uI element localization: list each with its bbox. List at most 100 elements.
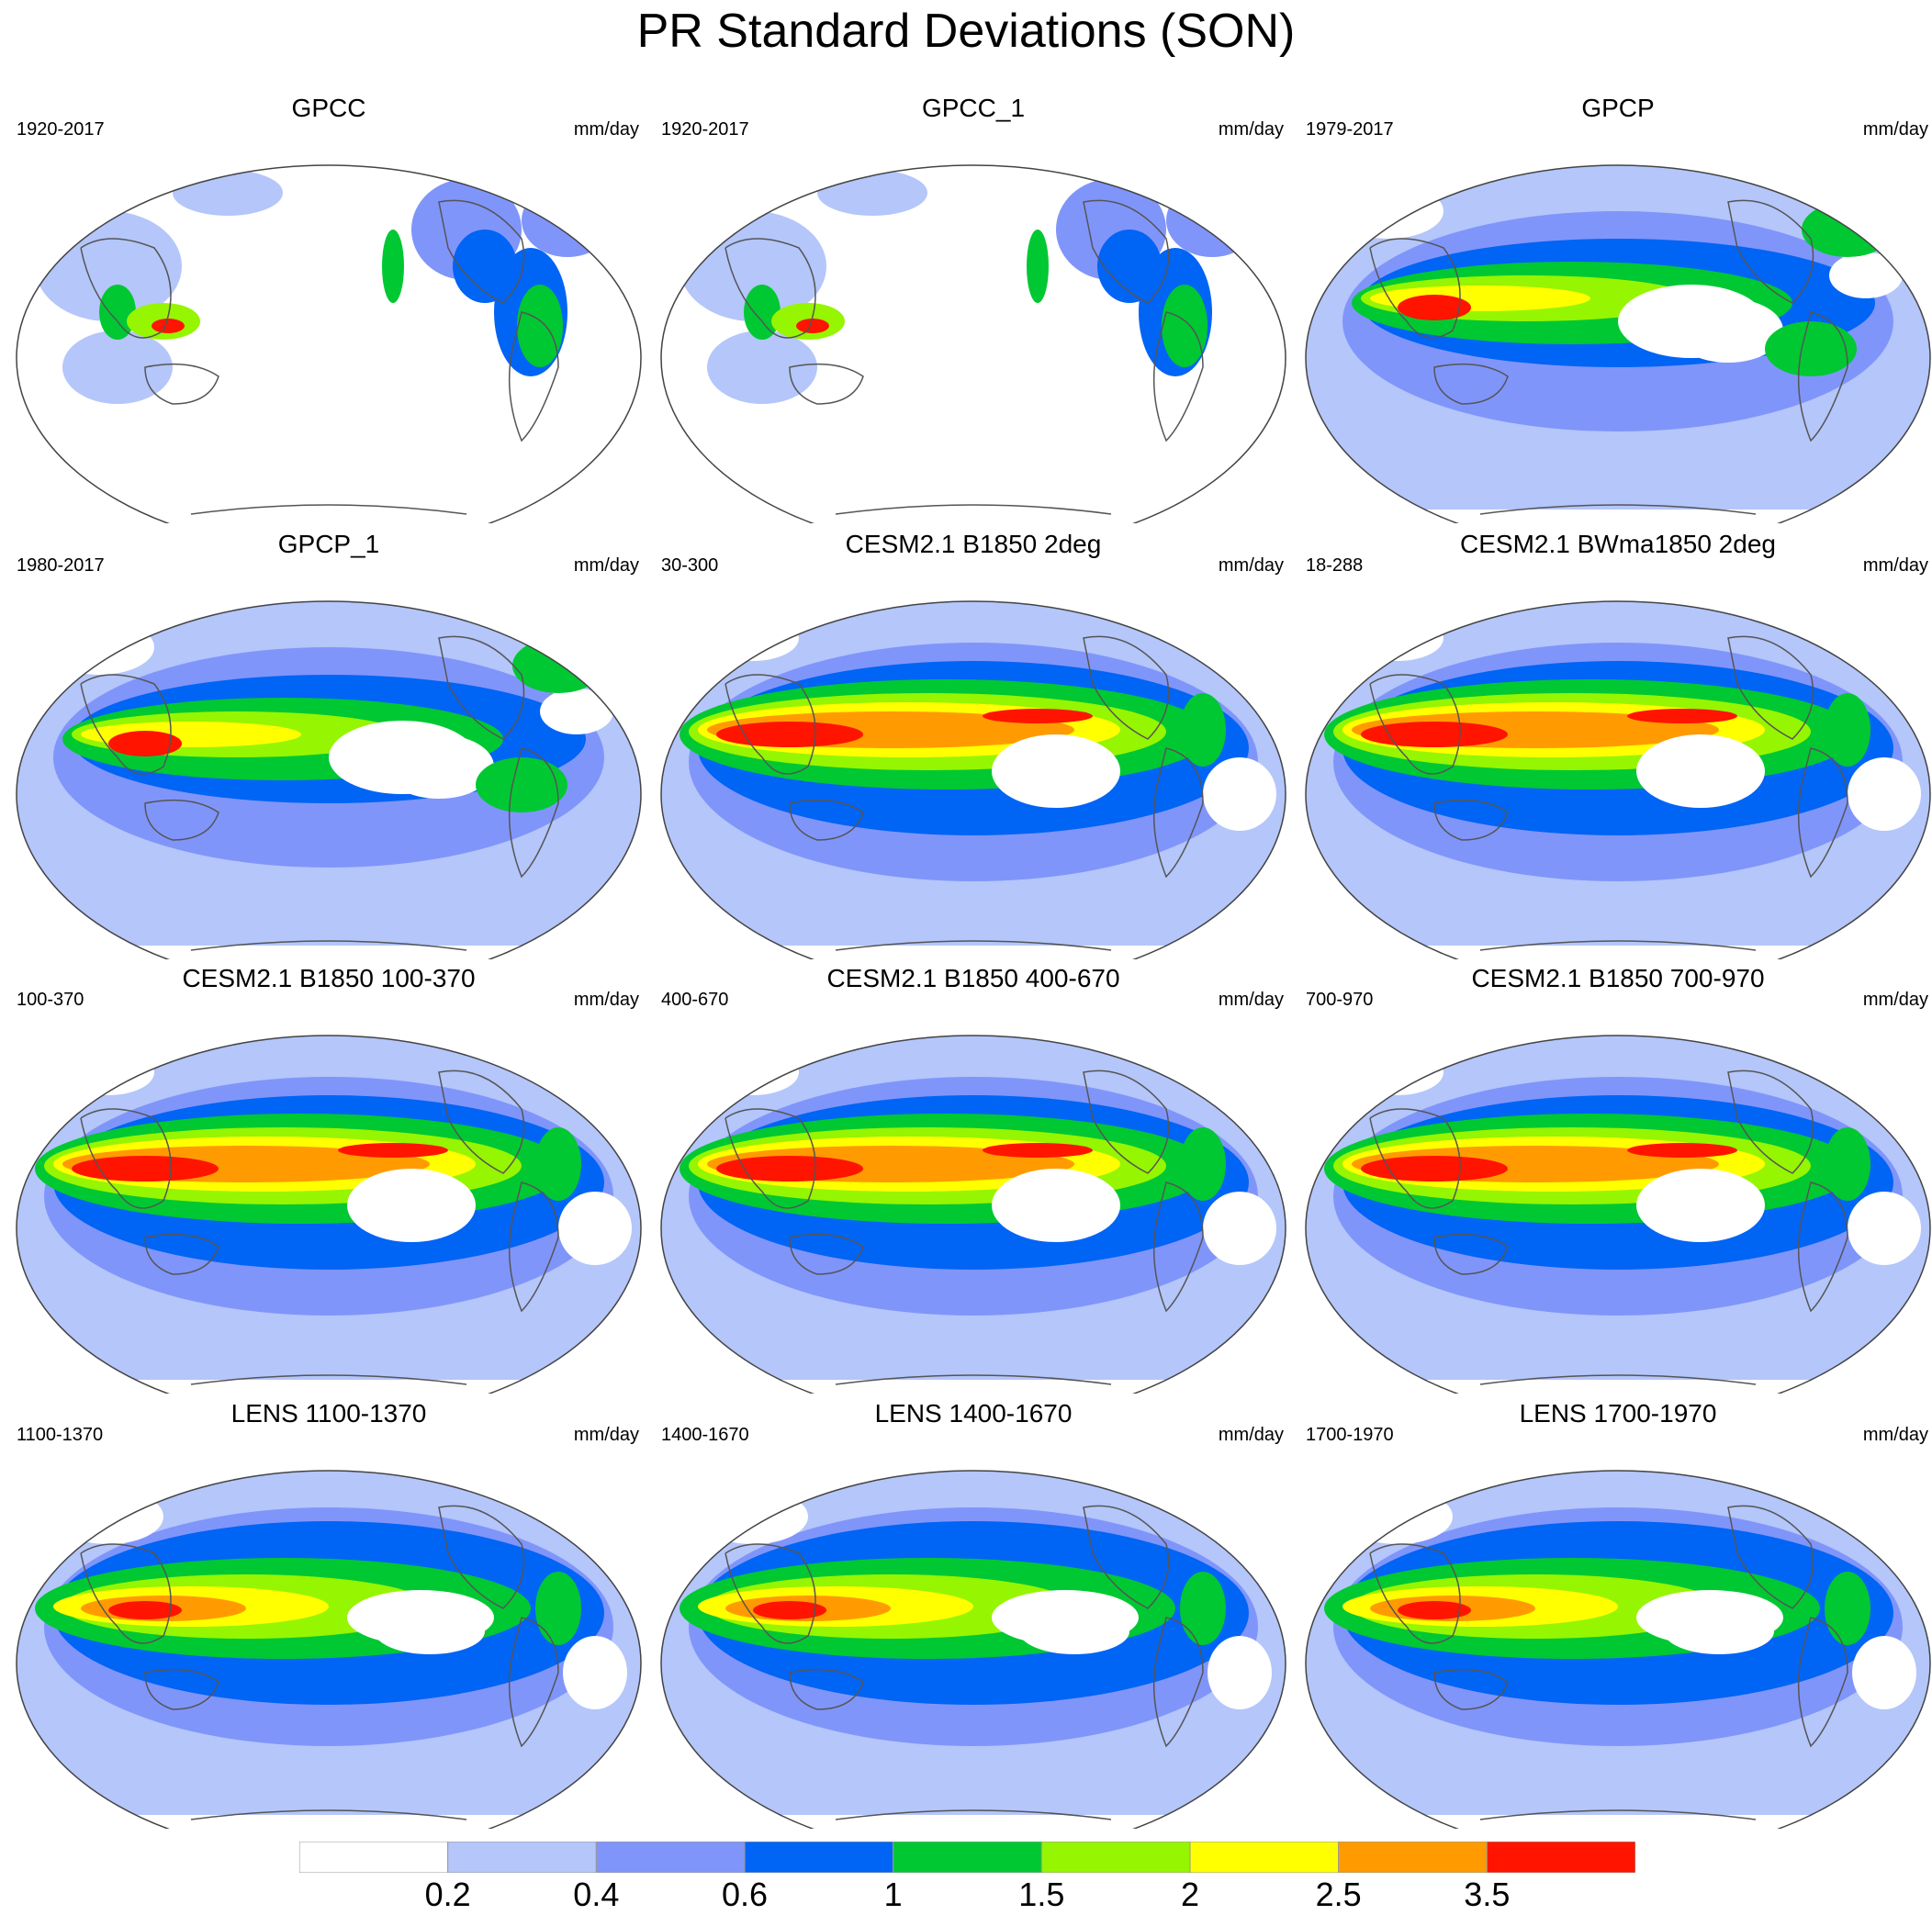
coastline	[144, 799, 219, 841]
contour-region	[744, 285, 781, 340]
contour-region	[983, 709, 1093, 723]
coastline	[1433, 799, 1509, 841]
colorbar-tick-label: 0.2	[424, 1876, 471, 1913]
contour-region	[1180, 1572, 1226, 1645]
antarctica-region	[661, 1815, 1286, 1829]
contour-region	[707, 1049, 799, 1095]
coastline	[789, 1233, 864, 1275]
contour-region	[99, 285, 136, 340]
contour-region	[1627, 709, 1737, 723]
contour-region	[1664, 1608, 1774, 1654]
contour-region	[1627, 1143, 1737, 1158]
panel-title: CESM2.1 BWma1850 2deg	[1460, 530, 1776, 558]
panel-units: mm/day	[1218, 555, 1284, 576]
contour-region	[753, 1601, 826, 1619]
coastline	[1152, 1617, 1204, 1748]
robinson-map	[16, 600, 642, 959]
panel-units: mm/day	[573, 119, 639, 140]
antarctica-region	[1306, 510, 1930, 523]
colorbar-swatch	[893, 1842, 1042, 1873]
contour-region	[108, 731, 182, 756]
colorbar-swatch	[1338, 1842, 1488, 1873]
contour-region	[796, 319, 829, 333]
coastline	[724, 1543, 816, 1644]
panel-title: GPCC_1	[921, 94, 1026, 122]
coastline	[1083, 1505, 1170, 1609]
panel-period: 1920-2017	[17, 119, 105, 140]
contour-region	[517, 285, 563, 367]
figure-title: PR Standard Deviations (SON)	[636, 5, 1296, 58]
panel-units: mm/day	[1862, 555, 1928, 576]
colorbar-tick-label: 2.5	[1315, 1876, 1362, 1913]
panel-title: GPCP_1	[277, 530, 380, 558]
panel-units: mm/day	[573, 990, 639, 1010]
antarctica-region	[17, 1815, 641, 1829]
contour-region	[1398, 1601, 1471, 1619]
antarctica-region	[661, 510, 1286, 523]
coastline	[1797, 1181, 1848, 1313]
coastline	[1369, 1543, 1461, 1644]
map-panel: LENS 1100-1370 1100-1370 mm/day	[7, 1397, 650, 1829]
panel-period: 1100-1370	[17, 1425, 104, 1445]
colorbar-tick-label: 1.5	[1018, 1876, 1065, 1913]
contour-region	[1180, 693, 1226, 767]
panel-title: CESM2.1 B1850 100-370	[182, 964, 476, 992]
contour-region	[152, 319, 185, 333]
map-border	[1305, 1470, 1931, 1829]
panel-period: 1980-2017	[17, 555, 105, 576]
map-border	[16, 600, 642, 959]
colorbar-swatch	[299, 1842, 449, 1873]
map-panel: GPCP 1979-2017 mm/day	[1297, 92, 1932, 523]
contour-region	[1019, 1608, 1129, 1654]
coastline	[190, 1374, 467, 1385]
panel-units: mm/day	[1862, 1425, 1928, 1445]
contour-region	[1208, 1636, 1272, 1709]
contour-region	[44, 620, 154, 675]
colorbar-swatch	[744, 1842, 894, 1873]
coastline	[1433, 1233, 1509, 1275]
panel-title: CESM2.1 B1850 2deg	[845, 530, 1102, 558]
coastline	[835, 940, 1112, 951]
coastline	[80, 1108, 172, 1209]
coastline	[1083, 1069, 1170, 1174]
coastline	[724, 1108, 816, 1209]
contour-region	[1166, 184, 1258, 257]
contour-region	[384, 734, 494, 799]
colorbar-labels: 0.2 0.4 0.6 1 1.5 2 2.5 3.5	[299, 1876, 1635, 1915]
panel-units: mm/day	[1218, 119, 1284, 140]
colorbar-tick-label: 2	[1180, 1876, 1200, 1913]
contour-region	[707, 615, 799, 661]
coastline	[1479, 504, 1757, 515]
contour-region	[1361, 1156, 1508, 1181]
contour-region	[1673, 298, 1783, 363]
coastline	[789, 363, 864, 405]
contour-region	[716, 1156, 863, 1181]
robinson-map	[16, 1035, 642, 1394]
map-panel: LENS 1400-1670 1400-1670 mm/day	[652, 1397, 1295, 1829]
map-border	[660, 600, 1286, 959]
contour-region	[1848, 757, 1921, 831]
coastline	[1479, 940, 1757, 951]
coastline	[190, 1809, 467, 1820]
map-border	[660, 1035, 1286, 1394]
map-border	[16, 1470, 642, 1829]
colorbar-swatch	[595, 1842, 746, 1873]
coastline	[508, 1617, 559, 1748]
robinson-map	[1305, 164, 1931, 523]
contour-region	[817, 170, 927, 216]
coastline	[1797, 311, 1848, 442]
coastline	[1152, 311, 1204, 442]
coastline	[80, 674, 172, 775]
antarctica-region	[17, 1380, 641, 1394]
coastline	[1727, 1505, 1814, 1609]
robinson-map	[660, 1470, 1286, 1829]
antarctica-region	[17, 510, 641, 523]
colorbar-tick-label: 0.6	[721, 1876, 769, 1913]
contour-region	[62, 330, 173, 404]
coastline	[144, 1668, 219, 1710]
robinson-map	[660, 600, 1286, 959]
contour-region	[1361, 722, 1508, 747]
robinson-map	[16, 164, 642, 523]
contour-region	[535, 1572, 581, 1645]
contour-region	[1852, 1636, 1916, 1709]
